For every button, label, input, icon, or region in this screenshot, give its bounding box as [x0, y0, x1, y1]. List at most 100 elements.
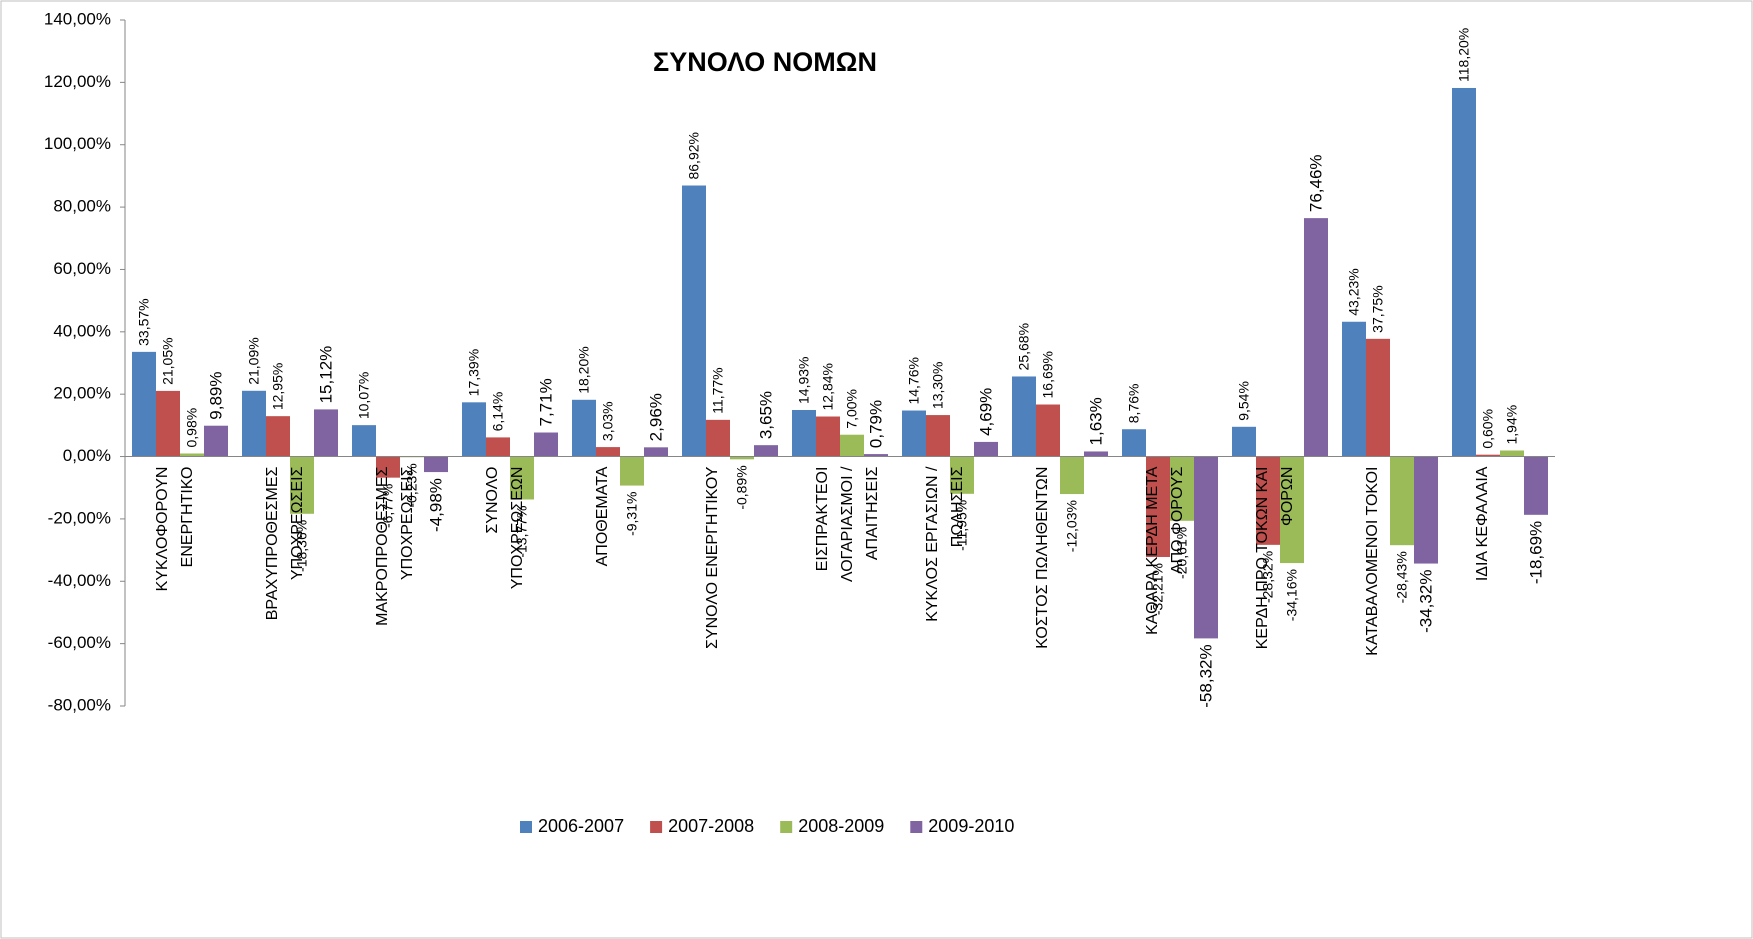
data-label: -18,36%	[294, 520, 310, 572]
data-label: -0,89%	[734, 465, 750, 509]
bar	[1452, 87, 1476, 457]
y-tick-label: 100,00%	[44, 134, 111, 153]
bar	[204, 425, 228, 457]
x-tick-label: ΒΡΑΧΥΠΡΟΘΕΣΜΕΣ ΥΠΟΧΡΕΩΣΕΙΣ	[264, 466, 306, 621]
y-tick-label: 60,00%	[53, 259, 111, 278]
y-tick-label: -80,00%	[48, 695, 111, 714]
x-tick-label: ΣΥΝΟΛΟ ΕΝΕΡΓΗΤΙΚΟΥ	[704, 466, 721, 649]
data-label: 14,93%	[796, 357, 812, 404]
bar	[180, 453, 204, 457]
data-label: -34,32%	[1416, 570, 1435, 633]
bar	[1414, 456, 1438, 564]
bar	[266, 416, 290, 457]
bar	[462, 402, 486, 457]
x-tick-label: ΕΙΣΠΡΑΚΤΕΟΙ ΛΟΓΑΡΙΑΣΜΟΙ / ΑΠΑΙΤΗΣΕΙΣ	[814, 466, 881, 583]
x-tick-label: ΚΑΘΑΡΑ ΚΕΡΔΗ ΜΕΤΑ ΑΠΟ ΦΟΡΟΥΣ	[1144, 466, 1186, 635]
y-tick-label: 0,00%	[63, 446, 111, 465]
y-tick-label: 140,00%	[44, 9, 111, 28]
y-tick-label: 80,00%	[53, 197, 111, 216]
data-label: -4,98%	[426, 478, 445, 532]
bar	[644, 447, 668, 457]
bar	[572, 399, 596, 457]
bar	[156, 390, 180, 457]
x-tick-label: ΣΥΝΟΛΟ ΥΠΟΧΡΕΩΣΕΩΝ	[484, 466, 526, 590]
bar	[1476, 454, 1500, 457]
data-label: 21,09%	[246, 337, 262, 384]
data-label: 7,71%	[536, 378, 555, 426]
data-label: 0,98%	[184, 408, 200, 448]
bar	[1342, 321, 1366, 457]
data-label: -6,77%	[380, 484, 396, 528]
data-label: 12,95%	[270, 363, 286, 410]
legend-label: 2009-2010	[928, 816, 1014, 836]
x-tick-label: ΚΥΚΛΟΣ ΕΡΓΑΣΙΩΝ / ΠΩΛΗΣΕΙΣ	[924, 466, 966, 622]
data-label: -28,43%	[1394, 551, 1410, 603]
bar	[1524, 456, 1548, 515]
bar	[132, 351, 156, 457]
bar	[730, 456, 754, 460]
data-label: -20,61%	[1174, 527, 1190, 579]
data-label: -18,69%	[1526, 521, 1545, 584]
data-label: 18,20%	[576, 346, 592, 393]
bar	[1194, 456, 1218, 639]
bar	[534, 432, 558, 457]
bar	[510, 456, 534, 500]
y-tick-label: -20,00%	[48, 508, 111, 527]
data-label: 33,57%	[136, 298, 152, 345]
data-label: -12,03%	[1064, 500, 1080, 552]
y-tick-label: 120,00%	[44, 72, 111, 91]
bar	[816, 416, 840, 457]
data-label: 6,14%	[490, 392, 506, 432]
data-label: -28,32%	[1260, 551, 1276, 603]
legend-swatch	[520, 821, 532, 833]
bar	[314, 409, 338, 457]
data-label: -34,16%	[1284, 569, 1300, 621]
bar	[792, 409, 816, 457]
data-label: 17,39%	[466, 349, 482, 396]
x-tick-label: ΙΔΙΑ ΚΕΦΑΛΑΙΑ	[1474, 466, 1491, 582]
data-label: 118,20%	[1456, 28, 1472, 82]
bar	[1146, 456, 1170, 557]
data-label: 12,84%	[820, 363, 836, 410]
data-label: 8,76%	[1126, 384, 1142, 424]
bar	[1012, 376, 1036, 457]
data-label: -58,32%	[1196, 644, 1215, 707]
data-label: 15,12%	[316, 346, 335, 404]
bar	[926, 415, 950, 457]
bar	[424, 456, 448, 473]
bar	[974, 441, 998, 457]
data-label: 9,54%	[1236, 381, 1252, 421]
legend-label: 2008-2009	[798, 816, 884, 836]
data-label: 0,79%	[866, 400, 885, 448]
data-label: 76,46%	[1306, 154, 1325, 212]
bar	[376, 456, 400, 478]
bar	[620, 456, 644, 486]
legend-swatch	[780, 821, 793, 833]
legend-swatch	[910, 821, 923, 833]
data-label: 11,77%	[710, 367, 726, 413]
data-label: 10,07%	[356, 372, 372, 419]
data-label: 3,03%	[600, 401, 616, 441]
bar	[1280, 456, 1304, 564]
bar	[1390, 456, 1414, 546]
data-label: -13,77%	[514, 505, 530, 557]
data-label: 86,92%	[686, 132, 702, 179]
y-tick-label: 20,00%	[53, 384, 111, 403]
data-label: 13,30%	[930, 362, 946, 409]
data-label: 7,00%	[844, 389, 860, 429]
data-label: 16,69%	[1040, 351, 1056, 398]
y-tick-label: 40,00%	[53, 321, 111, 340]
data-label: 4,69%	[976, 388, 995, 436]
bar	[486, 437, 510, 457]
chart-title: ΣΥΝΟΛΟ ΝΟΜΩΝ	[653, 47, 877, 77]
data-label: 43,23%	[1346, 268, 1362, 315]
legend-label: 2006-2007	[538, 816, 624, 836]
bar	[1122, 429, 1146, 457]
data-label: 21,05%	[160, 337, 176, 384]
bar	[1256, 456, 1280, 545]
x-tick-label: ΚΟΣΤΟΣ ΠΩΛΗΘΕΝΤΩΝ	[1034, 466, 1051, 649]
bar	[596, 447, 620, 457]
data-label: 1,63%	[1086, 397, 1105, 445]
